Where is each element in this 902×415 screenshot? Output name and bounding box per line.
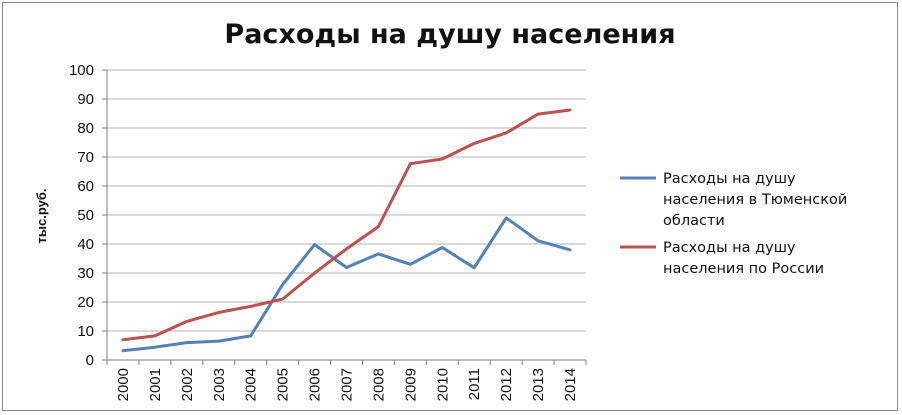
y-tick-label: 40 — [77, 236, 94, 253]
x-tick-label: 2003 — [211, 368, 228, 401]
legend-label-line: населения в Тюменской — [663, 192, 847, 208]
y-tick-label: 0 — [86, 352, 94, 369]
series-lines — [121, 108, 572, 353]
x-tick-label: 2011 — [466, 368, 483, 400]
y-tick-label: 30 — [77, 265, 94, 282]
y-axis-label: тыс.руб. — [34, 189, 49, 244]
x-tick-label: 2005 — [275, 368, 292, 401]
legend-entry-2: Расходы на душу населения по России — [620, 240, 824, 277]
chart-title: Расходы на душу населения — [224, 19, 675, 50]
legend-label-line: населения по России — [663, 261, 824, 277]
legend: Расходы на душу населения в Тюменской обла… — [620, 171, 847, 277]
x-tick-label: 2013 — [530, 368, 547, 401]
x-tick-label: 2004 — [243, 368, 260, 401]
y-tick-label: 20 — [77, 294, 94, 311]
x-tick-label: 2010 — [434, 368, 451, 401]
x-tick-label: 2009 — [402, 368, 419, 401]
x-tick-label: 2001 — [147, 368, 164, 401]
y-tick-labels: 0 10 20 30 40 50 60 70 80 90 100 — [69, 62, 94, 369]
gridlines — [107, 69, 586, 332]
x-tick-label: 2014 — [562, 368, 579, 401]
series-line-2 — [121, 108, 572, 342]
x-tick-label: 2008 — [370, 368, 387, 401]
legend-entry-1: Расходы на душу населения в Тюменской обла… — [620, 171, 847, 229]
y-tick-label: 100 — [69, 62, 94, 79]
y-tick-label: 50 — [77, 207, 94, 224]
legend-label-line: области — [663, 213, 725, 229]
x-tick-label: 2012 — [498, 368, 515, 401]
y-tick-label: 70 — [77, 149, 94, 166]
axes — [102, 69, 587, 365]
x-tick-label: 2000 — [115, 368, 132, 401]
x-tick-label: 2006 — [307, 368, 324, 401]
legend-label-line: Расходы на душу — [663, 240, 796, 256]
y-tick-label: 60 — [77, 178, 94, 195]
x-tick-label: 2002 — [179, 368, 196, 401]
y-tick-label: 80 — [77, 120, 94, 137]
legend-label-line: Расходы на душу — [663, 171, 796, 187]
series-line-1 — [121, 216, 572, 353]
x-tick-label: 2007 — [339, 368, 356, 401]
x-tick-labels: 2000 2001 2002 2003 2004 2005 2006 2007 2008 2009… — [115, 368, 579, 401]
y-tick-label: 90 — [77, 91, 94, 108]
y-tick-label: 10 — [77, 323, 94, 340]
